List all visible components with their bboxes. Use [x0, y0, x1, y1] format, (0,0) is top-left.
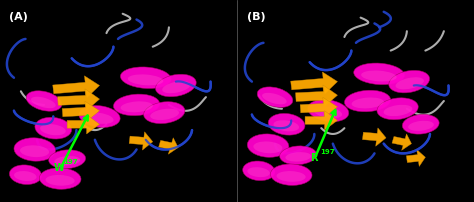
- Text: (B): (B): [247, 12, 266, 22]
- FancyArrow shape: [406, 150, 425, 166]
- Ellipse shape: [308, 100, 349, 122]
- Ellipse shape: [354, 63, 404, 85]
- Ellipse shape: [383, 105, 412, 116]
- Ellipse shape: [26, 91, 62, 111]
- Ellipse shape: [377, 98, 418, 120]
- Ellipse shape: [120, 101, 153, 112]
- Ellipse shape: [402, 114, 439, 134]
- FancyArrow shape: [129, 132, 153, 150]
- Ellipse shape: [273, 120, 299, 131]
- Ellipse shape: [49, 150, 86, 168]
- FancyArrow shape: [392, 134, 411, 150]
- FancyArrow shape: [305, 111, 337, 130]
- FancyArrow shape: [159, 138, 178, 154]
- Text: W: W: [53, 163, 64, 173]
- FancyArrow shape: [53, 76, 100, 98]
- Ellipse shape: [280, 146, 317, 165]
- Ellipse shape: [254, 141, 283, 153]
- Ellipse shape: [40, 124, 66, 135]
- Ellipse shape: [31, 97, 55, 108]
- Ellipse shape: [79, 106, 120, 127]
- FancyArrow shape: [363, 128, 386, 146]
- FancyArrow shape: [67, 115, 100, 134]
- Ellipse shape: [352, 98, 384, 108]
- Ellipse shape: [128, 74, 164, 85]
- Ellipse shape: [243, 161, 275, 181]
- Ellipse shape: [270, 164, 312, 185]
- Ellipse shape: [276, 171, 306, 182]
- Ellipse shape: [313, 107, 342, 118]
- Text: R: R: [310, 153, 317, 163]
- Ellipse shape: [150, 109, 179, 120]
- Ellipse shape: [247, 167, 270, 177]
- Ellipse shape: [113, 94, 160, 116]
- Ellipse shape: [85, 113, 114, 124]
- FancyArrow shape: [296, 85, 337, 107]
- Ellipse shape: [14, 171, 36, 181]
- Ellipse shape: [285, 152, 311, 162]
- Ellipse shape: [35, 117, 72, 139]
- FancyArrow shape: [291, 72, 337, 94]
- Text: (A): (A): [9, 12, 28, 22]
- Ellipse shape: [247, 134, 289, 157]
- Ellipse shape: [162, 81, 191, 93]
- Text: 197: 197: [64, 159, 78, 165]
- FancyArrow shape: [300, 97, 337, 118]
- Ellipse shape: [395, 77, 424, 89]
- Ellipse shape: [345, 90, 391, 112]
- Ellipse shape: [20, 145, 49, 157]
- Ellipse shape: [144, 102, 185, 124]
- Ellipse shape: [39, 168, 81, 189]
- Ellipse shape: [389, 70, 429, 93]
- Ellipse shape: [268, 114, 305, 135]
- Ellipse shape: [155, 74, 196, 97]
- Ellipse shape: [262, 93, 287, 104]
- Ellipse shape: [257, 87, 293, 107]
- Ellipse shape: [120, 67, 171, 88]
- Text: 197: 197: [320, 149, 335, 155]
- FancyArrow shape: [58, 89, 100, 111]
- Ellipse shape: [361, 70, 397, 81]
- FancyArrow shape: [62, 101, 100, 122]
- Ellipse shape: [14, 138, 55, 161]
- Ellipse shape: [9, 165, 42, 184]
- Ellipse shape: [46, 175, 74, 186]
- Ellipse shape: [408, 121, 434, 131]
- Ellipse shape: [55, 156, 80, 165]
